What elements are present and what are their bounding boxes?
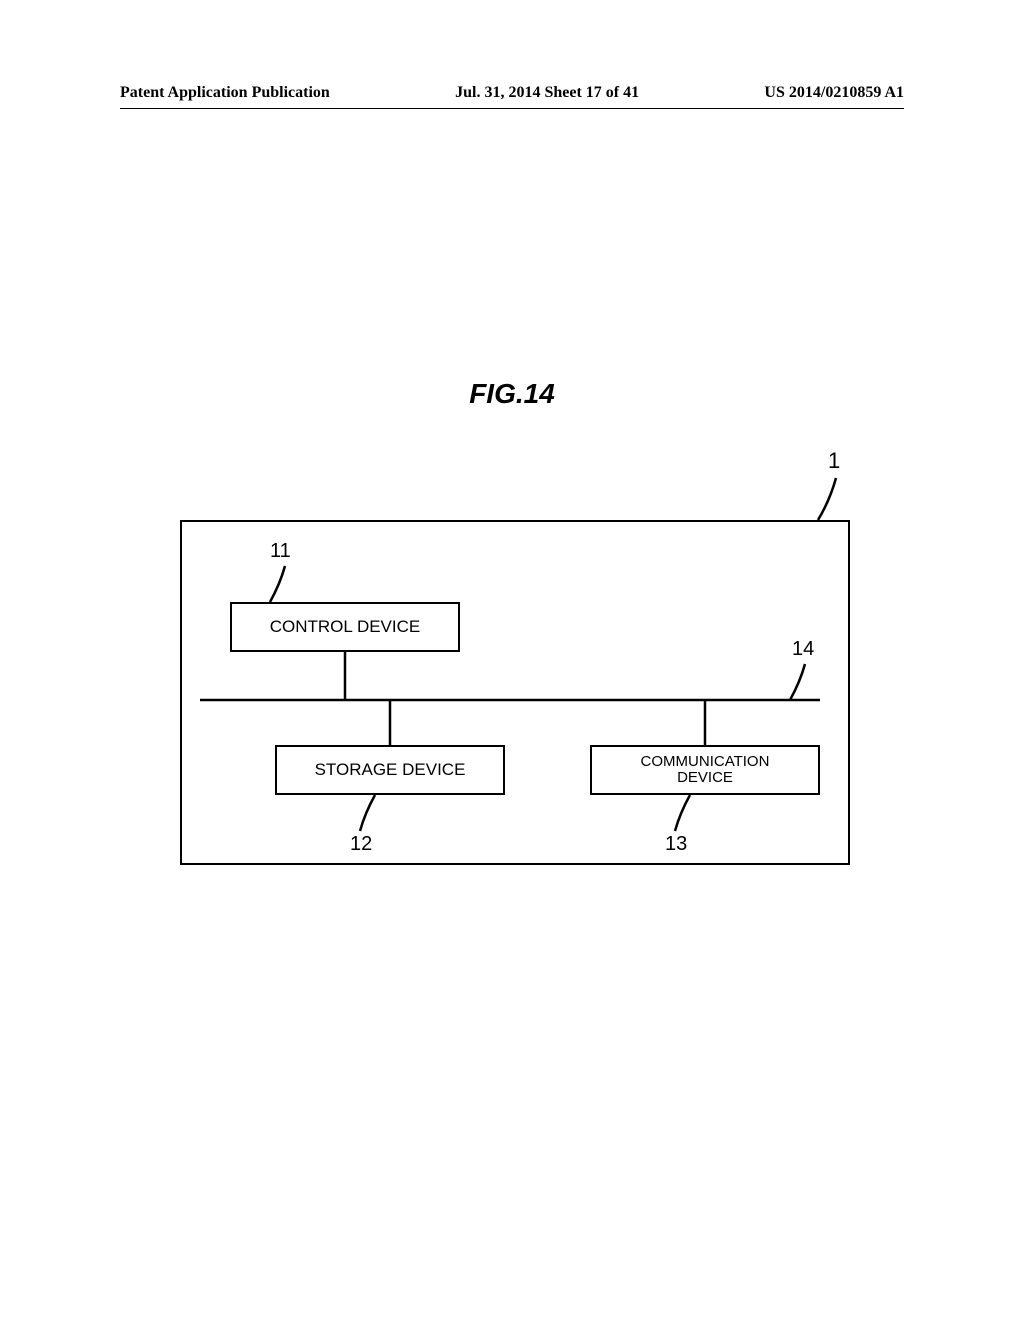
storage-device-ref: 12 [350, 833, 372, 856]
connectors [0, 0, 1024, 1320]
control-device-ref: 11 [270, 540, 291, 563]
communication-device-ref: 13 [665, 833, 687, 856]
page-root: Patent Application Publication Jul. 31, … [0, 0, 1024, 1320]
